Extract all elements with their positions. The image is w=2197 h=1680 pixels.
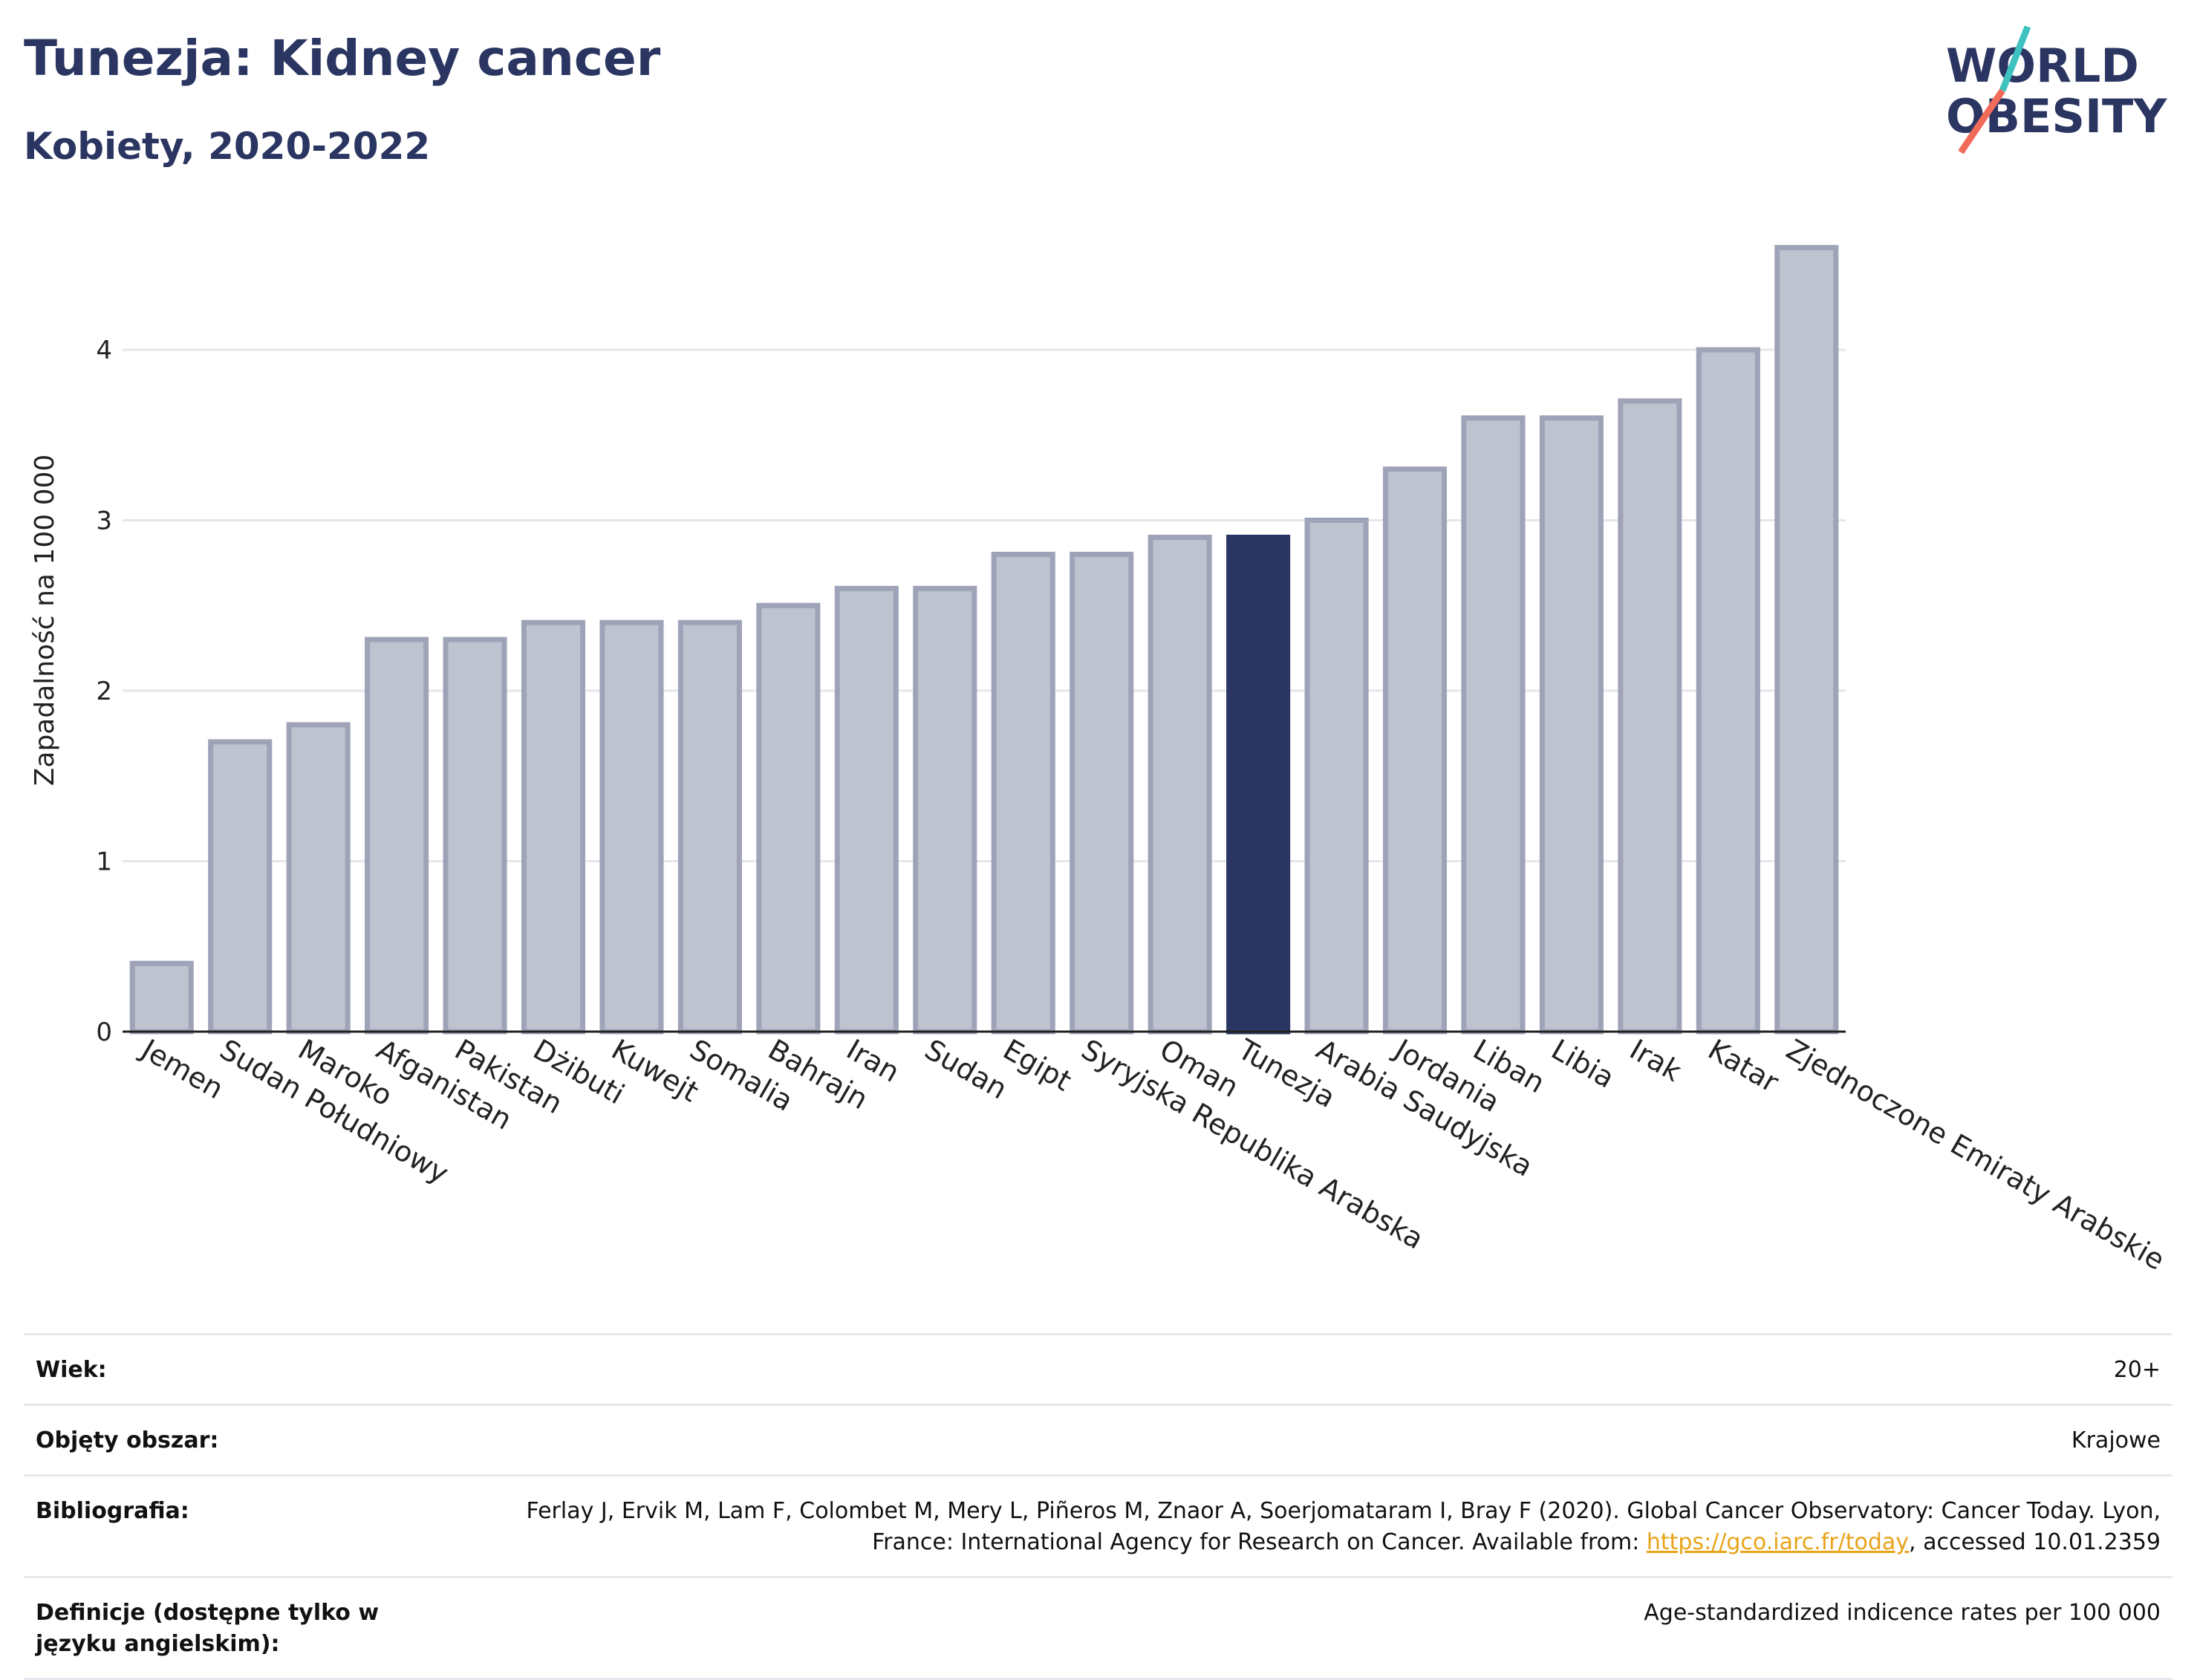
chart-title: Tunezja: Kidney cancer — [24, 30, 661, 87]
chart-subtitle: Kobiety, 2020-2022 — [24, 125, 431, 168]
info-table: Wiek: 20+ Objęty obszar: Krajowe Bibliog… — [24, 1333, 2172, 1680]
info-key: Definicje (dostępne tylko w języku angie… — [24, 1576, 463, 1680]
bar — [834, 585, 899, 1035]
bar — [599, 619, 664, 1035]
bar — [286, 722, 351, 1035]
bibliography-accessed: , accessed 10.01.2359 — [1909, 1529, 2161, 1555]
info-value: Ferlay J, Ervik M, Lam F, Colombet M, Me… — [463, 1474, 2172, 1578]
bar — [1070, 551, 1134, 1035]
logo-slash-teal — [1999, 25, 2031, 92]
bar — [208, 739, 273, 1035]
y-tick-label: 3 — [96, 507, 112, 536]
x-tick-label: Libia — [1546, 1033, 1620, 1095]
x-tick-label: Irak — [1624, 1033, 1687, 1088]
info-key: Objęty obszar: — [24, 1404, 463, 1476]
bar — [677, 619, 742, 1035]
info-row-bibliography: Bibliografia: Ferlay J, Ervik M, Lam F, … — [24, 1474, 2172, 1578]
bar-highlight — [1226, 534, 1291, 1035]
bar — [1618, 398, 1682, 1035]
info-row-coverage: Objęty obszar: Krajowe — [24, 1404, 2172, 1476]
bibliography-text: Ferlay J, Ervik M, Lam F, Colombet M, Me… — [526, 1498, 2161, 1555]
bar — [1461, 415, 1526, 1035]
bar — [1382, 466, 1448, 1035]
axes: 0 1 2 3 4 — [96, 336, 1846, 1047]
bar — [129, 960, 194, 1035]
world-obesity-logo: WORLD OBESITY — [1946, 25, 2167, 154]
x-tick-label: Egipt — [997, 1033, 1077, 1098]
info-key: Wiek: — [24, 1333, 463, 1405]
bar — [1696, 347, 1760, 1035]
x-tick-label: Zjednoczone Emiraty Arabskie — [1781, 1033, 2170, 1277]
x-tick-label: Katar — [1702, 1033, 1784, 1099]
bibliography-link[interactable]: https://gco.iarc.fr/today — [1646, 1529, 1910, 1555]
bar — [521, 619, 586, 1035]
logo-word-world: WORLD — [1946, 39, 2139, 93]
bar — [1539, 415, 1604, 1035]
logo-slash-coral — [1958, 88, 2005, 154]
info-row-definitions: Definicje (dostępne tylko w języku angie… — [24, 1576, 2172, 1680]
y-tick-label: 2 — [96, 677, 112, 706]
bar — [1774, 244, 1839, 1035]
bar — [365, 636, 429, 1035]
y-axis-label: Zapadalność na 100 000 — [30, 455, 60, 787]
bars — [129, 244, 1839, 1035]
info-value: Age-standardized indicence rates per 100… — [463, 1576, 2172, 1680]
y-tick-label: 4 — [96, 336, 112, 365]
bar — [1304, 518, 1369, 1035]
info-row-age: Wiek: 20+ — [24, 1333, 2172, 1405]
info-value: 20+ — [463, 1333, 2172, 1405]
info-key: Bibliografia: — [24, 1474, 463, 1578]
x-tick-label: Sudan — [920, 1033, 1013, 1106]
bar — [756, 602, 821, 1035]
bar — [913, 585, 977, 1035]
x-tick-label: Jemen — [134, 1032, 229, 1106]
bar — [443, 636, 507, 1035]
y-tick-label: 1 — [96, 847, 112, 877]
y-tick-label: 0 — [96, 1018, 112, 1047]
bar — [991, 551, 1055, 1035]
bar — [1148, 534, 1212, 1035]
info-value: Krajowe — [463, 1404, 2172, 1476]
